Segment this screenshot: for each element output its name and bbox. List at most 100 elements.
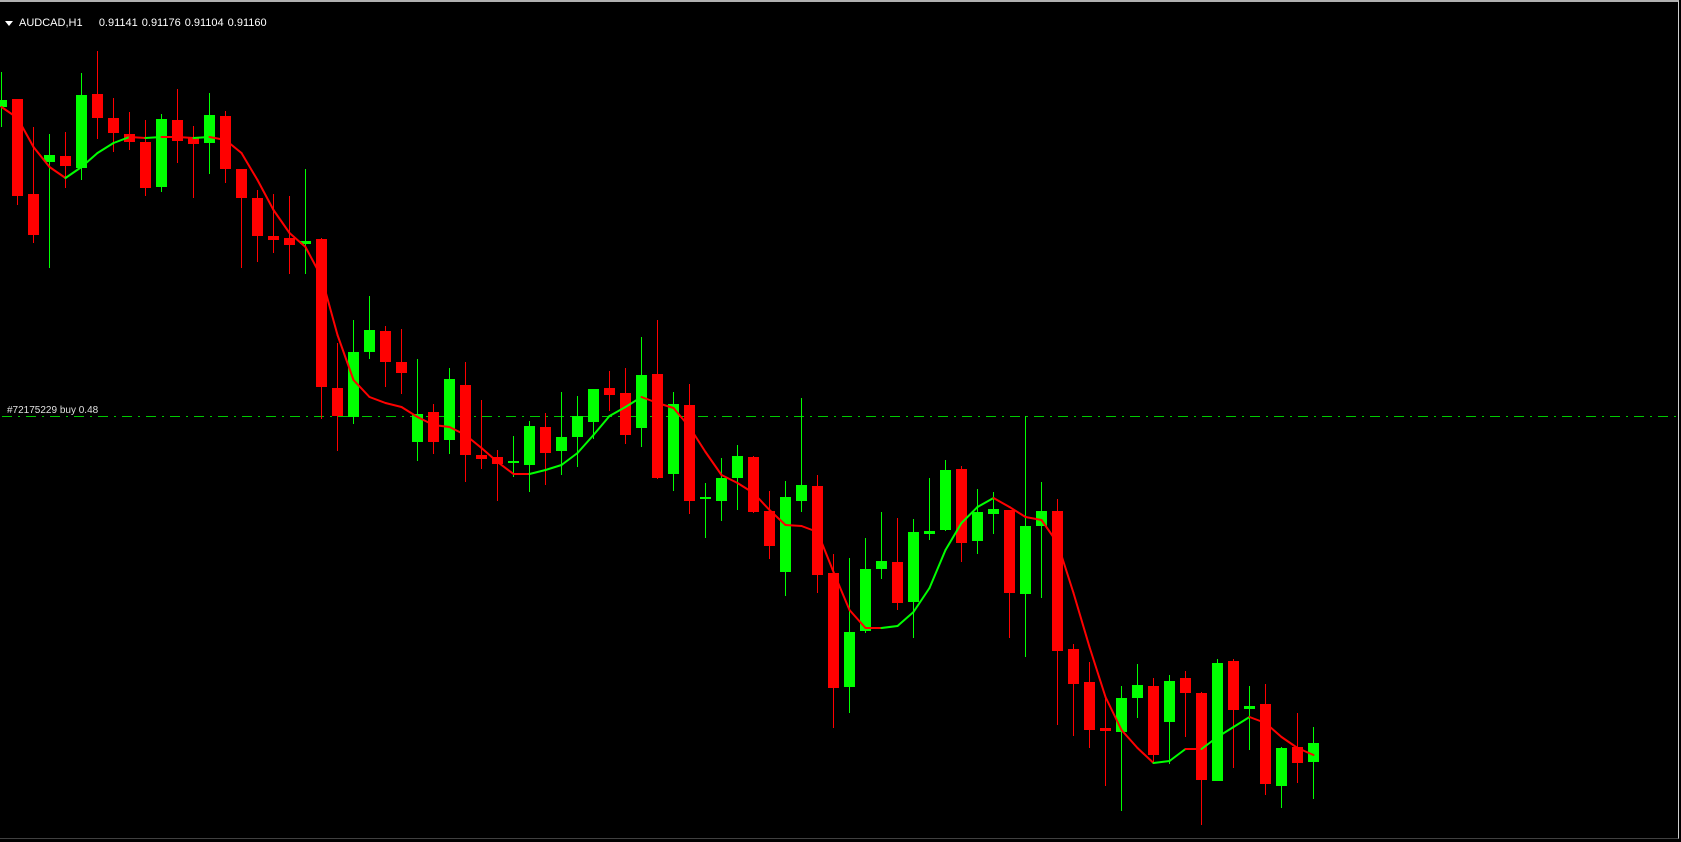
candle-body: [540, 427, 551, 453]
candle: [1116, 686, 1127, 811]
ma-segment: [416, 416, 435, 426]
candle-body: [268, 236, 279, 240]
ma-segment: [272, 209, 291, 234]
candle-body: [108, 118, 119, 133]
candle-body: [92, 94, 103, 118]
ma-segment: [0, 106, 19, 119]
candle: [1196, 692, 1207, 825]
candle: [428, 404, 439, 454]
ma-segment: [1056, 542, 1075, 594]
candle-body: [252, 198, 263, 236]
candle-body: [892, 562, 903, 603]
ma-segment: [1024, 516, 1043, 521]
candle: [316, 238, 327, 419]
ma-segment: [480, 447, 499, 463]
candle: [572, 396, 583, 467]
candle: [732, 445, 743, 510]
ma-segment: [832, 571, 851, 611]
candle-body: [604, 388, 615, 395]
candle-body: [76, 95, 87, 168]
candle: [348, 320, 359, 424]
candle-body: [44, 155, 55, 162]
candle-body: [300, 241, 311, 244]
candle-body: [1148, 686, 1159, 755]
ma-segment: [1088, 646, 1107, 698]
candle-body: [364, 330, 375, 352]
candle: [684, 384, 695, 514]
candle-body: [668, 404, 679, 474]
ma-segment: [576, 434, 595, 454]
candle-body: [508, 461, 519, 463]
ma-segment: [912, 587, 931, 613]
symbol-timeframe: AUDCAD,H1: [19, 17, 83, 29]
candle: [60, 132, 71, 188]
ma-segment: [256, 179, 275, 211]
candle-body: [1036, 511, 1047, 526]
candle: [1052, 499, 1063, 725]
candle-body: [0, 100, 7, 107]
ma-segment: [992, 497, 1011, 508]
candle: [764, 491, 775, 559]
ma-segment: [944, 522, 963, 551]
ma-segment: [752, 492, 771, 511]
candle-body: [956, 469, 967, 543]
ma-segment: [896, 611, 915, 627]
ma-segment: [528, 469, 547, 475]
open-value: 0.91141: [98, 17, 138, 29]
candle: [972, 489, 983, 554]
candle-body: [812, 486, 823, 575]
ma-segment: [448, 426, 467, 436]
ma-segment: [1280, 736, 1299, 749]
candle: [1132, 664, 1143, 718]
candle-body: [172, 120, 183, 141]
candle: [1068, 644, 1079, 736]
candle-body: [380, 331, 391, 362]
ma-segment: [80, 152, 99, 168]
ma-segment: [816, 531, 835, 573]
ma-segment: [64, 166, 83, 179]
candle-body: [1292, 747, 1303, 763]
candle: [460, 362, 471, 482]
candle: [780, 481, 791, 596]
candle: [716, 458, 727, 521]
candle: [380, 326, 391, 387]
candle: [1100, 697, 1111, 786]
ma-segment: [880, 625, 899, 629]
candle-body: [1004, 510, 1015, 593]
candle: [0, 72, 7, 127]
candle-body: [940, 470, 951, 530]
candle-body: [1132, 685, 1143, 698]
ma-segment: [1152, 760, 1171, 764]
candle: [908, 519, 919, 638]
candle: [876, 512, 887, 579]
ma-segment: [640, 396, 659, 404]
candle-body: [1116, 698, 1127, 732]
candle-body: [732, 456, 743, 478]
candle: [92, 51, 103, 139]
candle: [556, 392, 567, 475]
candle-body: [572, 416, 583, 437]
candle: [1164, 675, 1175, 764]
ma-segment: [544, 464, 563, 471]
candle: [956, 466, 967, 562]
candle-body: [1180, 678, 1191, 693]
chart-header: AUDCAD,H1 0.91141 0.91176 0.91104 0.91160: [5, 5, 271, 41]
ma-segment: [112, 136, 131, 144]
candle-body: [700, 497, 711, 499]
candle: [1020, 416, 1031, 657]
high-value: 0.91176: [141, 17, 181, 29]
candle-body: [1020, 526, 1031, 594]
candle-body: [844, 632, 855, 687]
ma-segment: [672, 407, 691, 428]
ma-segment: [1008, 506, 1027, 518]
ma-segment: [1168, 748, 1187, 762]
ma-segment: [16, 117, 35, 148]
chart-menu-triangle-icon[interactable]: [5, 20, 13, 26]
candle-body: [796, 485, 807, 501]
ma-segment: [208, 136, 227, 141]
candle: [588, 389, 599, 439]
candle-body: [988, 509, 999, 514]
ma-segment: [1104, 696, 1123, 731]
